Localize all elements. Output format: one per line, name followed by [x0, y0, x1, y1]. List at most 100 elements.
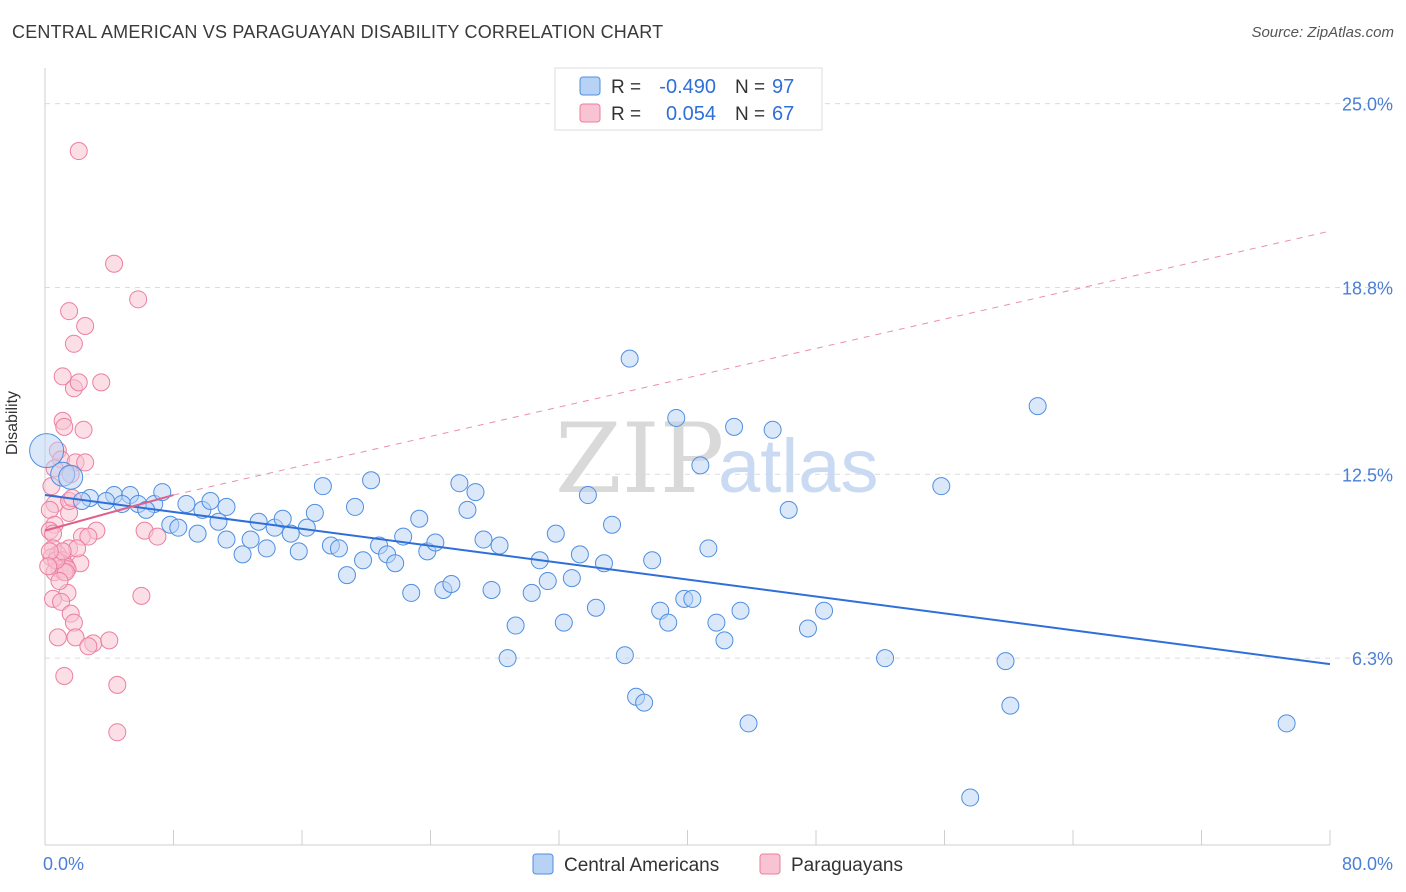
central-american-point [58, 464, 84, 490]
legend-swatch-blue [579, 76, 601, 96]
paraguayan-point [69, 142, 88, 161]
paraguayan-point [108, 675, 127, 694]
central-american-point [554, 613, 573, 632]
central-american-point [209, 512, 228, 531]
y-tick-label: 12.5% [1342, 465, 1393, 485]
central-american-point [466, 483, 485, 502]
gridlines [45, 103, 1395, 659]
central-american-point [442, 575, 461, 594]
paraguayan-point [148, 527, 167, 546]
y-tick-label: 25.0% [1342, 95, 1393, 115]
bottom-legend-swatch-pink [759, 853, 781, 875]
central-american-point [615, 646, 634, 665]
central-american-point [201, 491, 220, 510]
paraguayan-point [66, 628, 85, 647]
central-american-point [354, 551, 373, 570]
x-tick-label: 80.0% [1342, 854, 1393, 874]
paraguayans-trend-extension [173, 230, 1331, 496]
central-american-point [29, 433, 65, 469]
central-american-point [474, 530, 493, 549]
central-american-point [289, 542, 308, 561]
central-american-point [410, 509, 429, 528]
paraguayan-point [55, 417, 74, 436]
legend-swatch-pink [579, 103, 601, 123]
x-tick-label: 0.0% [43, 854, 84, 874]
central-american-point [426, 533, 445, 552]
central-american-point [779, 500, 798, 519]
paraguayan-point [129, 290, 148, 309]
paraguayan-point [50, 572, 69, 591]
paraguayan-point [40, 542, 59, 561]
central-american-point [346, 497, 365, 516]
central-american-point [683, 589, 702, 608]
central-american-point [188, 524, 207, 543]
paraguayan-point [48, 628, 67, 647]
paraguayan-point [52, 592, 71, 611]
central-american-point [570, 545, 589, 564]
legend-box: R = -0.490 N = 97 R = 0.054 N = 67 [554, 67, 823, 131]
central-american-point [731, 601, 750, 620]
central-american-point [763, 420, 782, 439]
central-american-point [337, 566, 356, 585]
legend-r-label-2: R = [611, 104, 641, 125]
legend-n-value-1: 97 [772, 76, 794, 98]
central-american-point [932, 477, 951, 496]
bottom-legend: Central Americans Paraguayans [532, 853, 903, 876]
central-american-point [707, 613, 726, 632]
central-american-point [329, 539, 348, 558]
paraguayan-point [79, 527, 98, 546]
central-american-point [498, 649, 517, 668]
chart-title: CENTRAL AMERICAN VS PARAGUAYAN DISABILIT… [12, 22, 664, 42]
central-american-point [538, 572, 557, 591]
central-american-point [1028, 397, 1047, 416]
central-american-point [798, 619, 817, 638]
paraguayan-point [108, 723, 127, 742]
central-american-point [546, 524, 565, 543]
central-american-point [362, 471, 381, 490]
central-american-point [1277, 714, 1296, 733]
central-american-point [578, 486, 597, 505]
tick-labels: 25.0% 18.8% 12.5% 6.3% 0.0% 80.0% [43, 95, 1393, 874]
central-american-point [506, 616, 525, 635]
bottom-legend-swatch-blue [532, 853, 554, 875]
bottom-legend-label-pink: Paraguayans [791, 855, 903, 876]
y-tick-label: 6.3% [1352, 649, 1393, 669]
central-american-point [715, 631, 734, 650]
watermark: ZIP atlas [555, 403, 879, 515]
central-american-point [169, 518, 188, 537]
paraguayans-points [39, 142, 167, 742]
paraguayan-point [100, 631, 119, 650]
central-american-point [297, 518, 316, 537]
legend-n-label-2: N = [735, 104, 765, 125]
central-american-point [402, 583, 421, 602]
central-american-point [458, 500, 477, 519]
central-american-point [97, 491, 116, 510]
central-american-point [257, 539, 276, 558]
central-american-point [490, 536, 509, 555]
central-american-point [313, 477, 332, 496]
paraguayan-point [69, 373, 88, 392]
paraguayan-point [92, 373, 111, 392]
central-american-point [667, 408, 686, 427]
central-american-point [1001, 696, 1020, 715]
central-american-point [620, 349, 639, 368]
legend-r-value-1: -0.490 [659, 76, 716, 98]
paraguayan-point [79, 637, 98, 656]
paraguayan-point [76, 317, 95, 336]
central-american-point [217, 497, 236, 516]
central-american-point [482, 580, 501, 599]
central-american-point [305, 503, 324, 522]
central-american-point [177, 494, 196, 513]
central-american-point [635, 693, 654, 712]
central-american-point [233, 545, 252, 564]
y-tick-label: 18.8% [1342, 278, 1393, 298]
paraguayan-point [64, 334, 83, 353]
paraguayan-point [53, 367, 72, 386]
paraguayans-trend-line [44, 494, 174, 532]
central-american-point [643, 551, 662, 570]
paraguayan-point [76, 453, 95, 472]
legend-r-label-1: R = [611, 77, 641, 98]
central-american-point [386, 554, 405, 573]
central-americans-points [29, 349, 1296, 807]
paraguayan-point [64, 613, 83, 632]
